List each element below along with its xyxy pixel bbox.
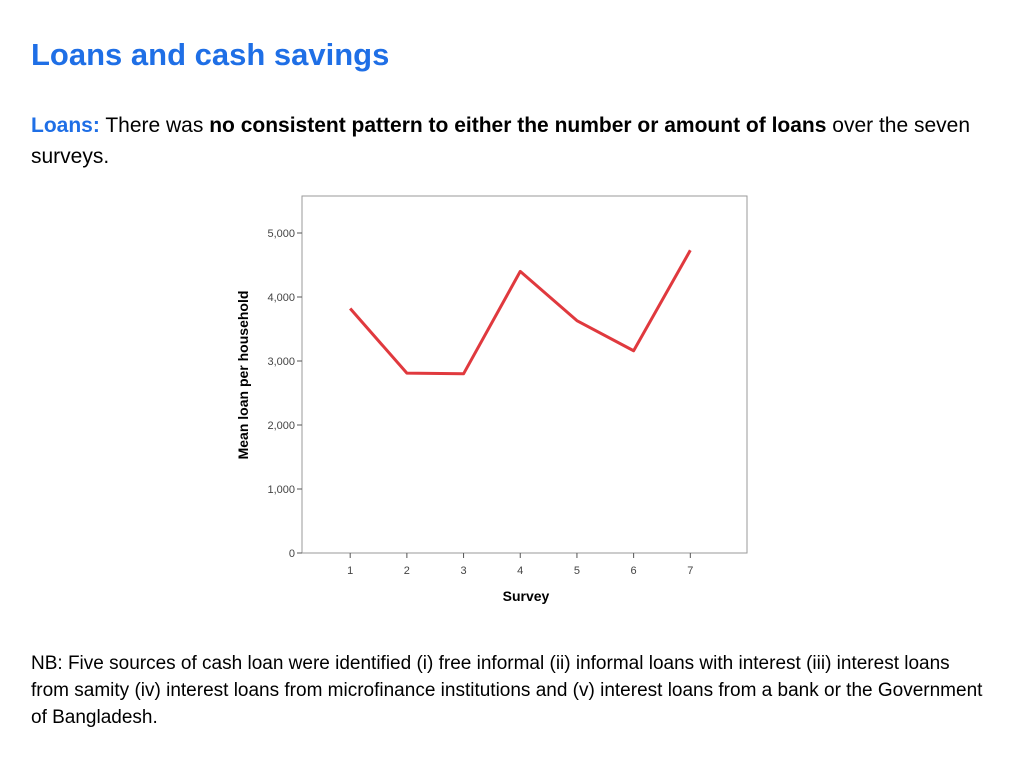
intro-bold-2: loans [771, 114, 827, 137]
x-tick-label: 1 [347, 565, 353, 577]
x-tick-label: 5 [574, 565, 580, 577]
slide-title: Loans and cash savings [31, 37, 390, 72]
plot-frame [301, 195, 748, 554]
x-axis-ticks: 1 2 3 4 5 6 7 [347, 553, 693, 577]
y-tick-label: 1,000 [267, 484, 295, 496]
y-tick-label: 2,000 [267, 420, 295, 432]
x-tick-label: 4 [517, 565, 523, 577]
intro-text-1: There was [105, 114, 204, 137]
intro-bold-1: no consistent pattern to either the numb… [209, 114, 766, 137]
line-chart: 0 1,000 2,000 3,000 4,000 5,000 1 2 3 4 5 6 7 Surve… [235, 195, 748, 604]
x-axis-title: Survey [503, 588, 550, 604]
y-axis-ticks: 0 1,000 2,000 3,000 4,000 5,000 [267, 228, 302, 560]
y-tick-label: 0 [289, 548, 295, 560]
intro-lead: Loans: [31, 114, 100, 137]
intro-text-2: over the seven surveys. [31, 114, 971, 168]
x-tick-label: 7 [687, 565, 693, 577]
intro-paragraph: Loans: There was no consistent pattern t… [31, 110, 971, 172]
series-line [349, 249, 692, 376]
y-tick-label: 4,000 [267, 292, 295, 304]
x-tick-label: 3 [460, 565, 466, 577]
y-tick-label: 5,000 [267, 228, 295, 240]
footnote: NB: Five sources of cash loan were ident… [31, 653, 983, 728]
y-tick-label: 3,000 [267, 356, 295, 368]
x-tick-label: 2 [404, 565, 410, 577]
y-axis-title: Mean loan per household [235, 291, 251, 460]
x-tick-label: 6 [631, 565, 637, 577]
